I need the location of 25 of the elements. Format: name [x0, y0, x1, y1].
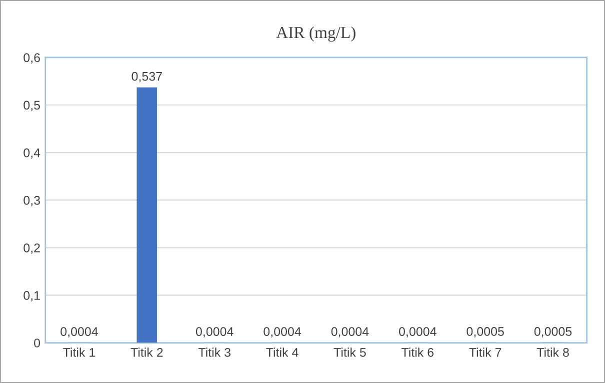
x-tick-label: Titik 2: [130, 348, 163, 357]
y-tick-label: 0,1: [24, 291, 40, 302]
data-label: 0,0004: [196, 327, 234, 338]
y-tick-label: 0,2: [24, 243, 40, 254]
data-label: 0,0004: [60, 327, 98, 338]
x-tick-label: Titik 6: [401, 348, 434, 357]
data-label: 0,537: [132, 72, 162, 82]
y-tick-label: 0,3: [24, 196, 40, 206]
x-tick-label: Titik 3: [198, 348, 230, 357]
x-tick-label: Titik 5: [334, 348, 366, 357]
x-tick-label: Titik 7: [469, 348, 502, 357]
x-tick-label: Titik 1: [63, 348, 96, 357]
y-tick-label: 0,5: [24, 100, 40, 112]
y-tick-label: 0,6: [24, 53, 40, 64]
data-label: 0,0005: [534, 327, 572, 338]
data-label: 0,0004: [399, 327, 436, 338]
x-tick-label: Titik 8: [536, 348, 569, 357]
chart-title: AIR (mg/L): [276, 26, 356, 42]
x-tick-label: Titik 4: [266, 348, 298, 357]
data-label: 0,0004: [264, 327, 302, 338]
y-tick-label: 0,4: [24, 148, 40, 159]
data-label: 0,0004: [331, 327, 369, 338]
data-label: 0,0005: [466, 327, 504, 338]
y-tick-label: 0: [34, 338, 40, 348]
bar: [136, 87, 158, 343]
